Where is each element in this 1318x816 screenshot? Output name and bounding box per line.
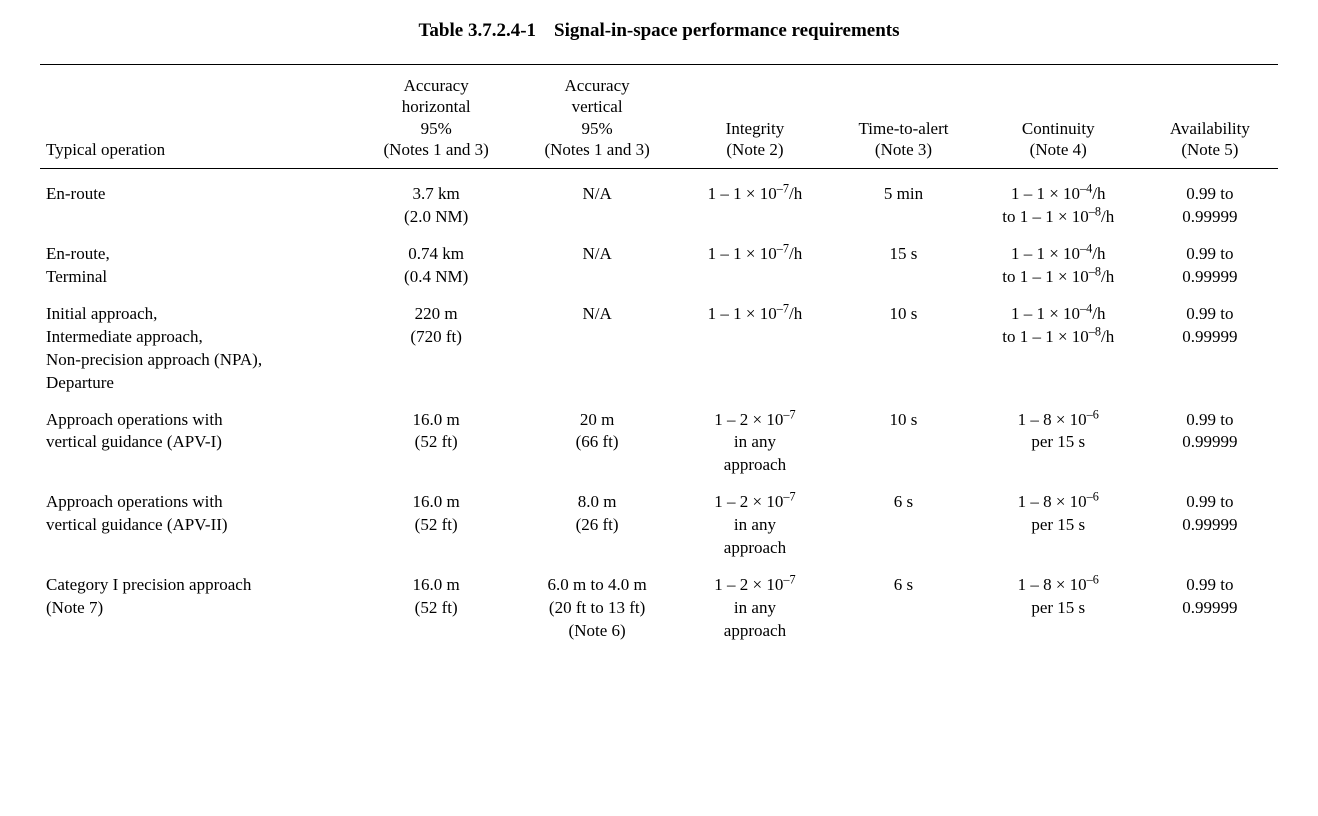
table-body: En-route3.7 km(2.0 NM)N/A1 – 1 × 10–7/h5… xyxy=(40,169,1278,643)
operation-cell: Category I precision approach(Note 7) xyxy=(40,560,356,643)
value-cell: N/A xyxy=(517,169,678,229)
value-cell: 1 – 8 × 10–6per 15 s xyxy=(975,477,1142,560)
value-cell: 6 s xyxy=(832,477,974,560)
column-header: Continuity(Note 4) xyxy=(975,65,1142,169)
caption-number: Table 3.7.2.4-1 xyxy=(418,20,536,41)
value-cell: 1 – 1 × 10–7/h xyxy=(678,229,833,289)
table-row: Approach operations withvertical guidanc… xyxy=(40,395,1278,478)
operation-cell: Initial approach,Intermediate approach,N… xyxy=(40,289,356,395)
table-header-row: Typical operationAccuracyhorizontal95%(N… xyxy=(40,65,1278,169)
column-header: Availability(Note 5) xyxy=(1142,65,1278,169)
value-cell: 8.0 m(26 ft) xyxy=(517,477,678,560)
value-cell: 1 – 2 × 10–7in anyapproach xyxy=(678,395,833,478)
caption-title: Signal-in-space performance requirements xyxy=(554,20,899,41)
column-header: Accuracyvertical95%(Notes 1 and 3) xyxy=(517,65,678,169)
value-cell: 0.99 to0.99999 xyxy=(1142,229,1278,289)
value-cell: 1 – 1 × 10–7/h xyxy=(678,169,833,229)
column-header: Typical operation xyxy=(40,65,356,169)
value-cell: 1 – 8 × 10–6per 15 s xyxy=(975,395,1142,478)
value-cell: 16.0 m(52 ft) xyxy=(356,560,517,643)
value-cell: 220 m(720 ft) xyxy=(356,289,517,395)
value-cell: 0.99 to0.99999 xyxy=(1142,169,1278,229)
value-cell: 15 s xyxy=(832,229,974,289)
column-header: Accuracyhorizontal95%(Notes 1 and 3) xyxy=(356,65,517,169)
value-cell: 16.0 m(52 ft) xyxy=(356,477,517,560)
value-cell: 0.74 km(0.4 NM) xyxy=(356,229,517,289)
value-cell: 6 s xyxy=(832,560,974,643)
value-cell: N/A xyxy=(517,289,678,395)
value-cell: 1 – 1 × 10–7/h xyxy=(678,289,833,395)
value-cell: 0.99 to0.99999 xyxy=(1142,560,1278,643)
value-cell: 1 – 2 × 10–7in anyapproach xyxy=(678,477,833,560)
value-cell: 3.7 km(2.0 NM) xyxy=(356,169,517,229)
value-cell: 0.99 to0.99999 xyxy=(1142,395,1278,478)
operation-cell: En-route xyxy=(40,169,356,229)
table-row: En-route,Terminal0.74 km(0.4 NM)N/A1 – 1… xyxy=(40,229,1278,289)
value-cell: 10 s xyxy=(832,395,974,478)
value-cell: 10 s xyxy=(832,289,974,395)
table-caption: Table 3.7.2.4-1 Signal-in-space performan… xyxy=(40,20,1278,42)
operation-cell: Approach operations withvertical guidanc… xyxy=(40,477,356,560)
column-header: Integrity(Note 2) xyxy=(678,65,833,169)
column-header: Time-to-alert(Note 3) xyxy=(832,65,974,169)
value-cell: 1 – 1 × 10–4/hto 1 – 1 × 10–8/h xyxy=(975,289,1142,395)
value-cell: N/A xyxy=(517,229,678,289)
value-cell: 1 – 1 × 10–4/hto 1 – 1 × 10–8/h xyxy=(975,169,1142,229)
value-cell: 1 – 8 × 10–6per 15 s xyxy=(975,560,1142,643)
table-row: Initial approach,Intermediate approach,N… xyxy=(40,289,1278,395)
table-row: Category I precision approach(Note 7)16.… xyxy=(40,560,1278,643)
value-cell: 0.99 to0.99999 xyxy=(1142,477,1278,560)
operation-cell: En-route,Terminal xyxy=(40,229,356,289)
value-cell: 1 – 1 × 10–4/hto 1 – 1 × 10–8/h xyxy=(975,229,1142,289)
requirements-table: Typical operationAccuracyhorizontal95%(N… xyxy=(40,64,1278,643)
operation-cell: Approach operations withvertical guidanc… xyxy=(40,395,356,478)
value-cell: 1 – 2 × 10–7in anyapproach xyxy=(678,560,833,643)
table-row: En-route3.7 km(2.0 NM)N/A1 – 1 × 10–7/h5… xyxy=(40,169,1278,229)
value-cell: 5 min xyxy=(832,169,974,229)
value-cell: 6.0 m to 4.0 m(20 ft to 13 ft)(Note 6) xyxy=(517,560,678,643)
table-row: Approach operations withvertical guidanc… xyxy=(40,477,1278,560)
value-cell: 16.0 m(52 ft) xyxy=(356,395,517,478)
value-cell: 20 m(66 ft) xyxy=(517,395,678,478)
value-cell: 0.99 to0.99999 xyxy=(1142,289,1278,395)
